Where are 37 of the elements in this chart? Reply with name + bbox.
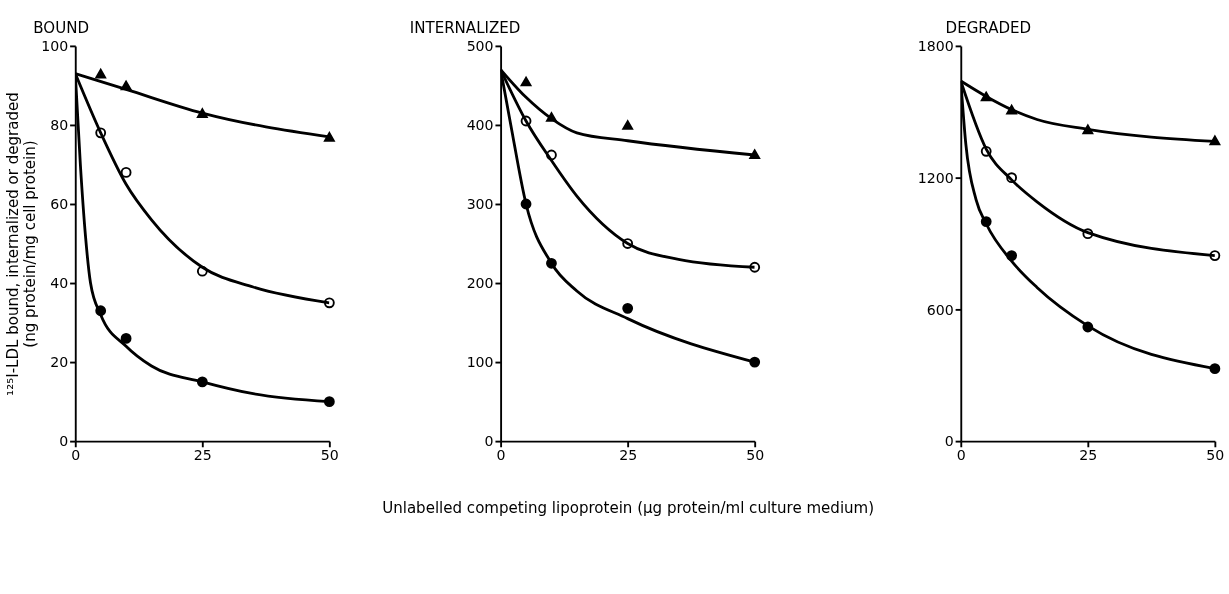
y-tick-label: 60 <box>50 196 69 213</box>
chart-title: DEGRADED <box>945 18 1032 37</box>
point <box>120 333 132 344</box>
y-tick-label: 1800 <box>917 38 954 55</box>
x-tick-label: 0 <box>496 447 506 464</box>
point <box>323 132 335 142</box>
x-axis-title: Unlabelled competing lipoprotein (µg protein/ml culture medium) <box>382 499 875 518</box>
y-tick-label: 40 <box>50 275 69 292</box>
point <box>622 120 634 130</box>
y-tick-label: 100 <box>41 38 69 55</box>
point <box>520 76 532 87</box>
y-tick-label: 100 <box>466 354 494 371</box>
x-tick-label: 25 <box>619 447 638 464</box>
x-tick-label: 25 <box>193 447 212 464</box>
x-tick-label: 0 <box>71 447 81 464</box>
y-tick-label: 500 <box>466 38 494 55</box>
y-tick-label: 0 <box>59 433 69 450</box>
y-tick-label: 600 <box>926 301 954 318</box>
point <box>95 68 107 79</box>
y-tick-label: 200 <box>466 275 494 292</box>
x-tick-label: 50 <box>320 447 339 464</box>
chart-title: INTERNALIZED <box>409 18 521 37</box>
x-tick-label: 50 <box>746 447 765 464</box>
y-tick-label: 1200 <box>917 169 954 186</box>
x-tick-label: 50 <box>1206 447 1225 464</box>
x-tick-label: 0 <box>956 447 966 464</box>
point <box>622 302 634 314</box>
x-tick-label: 25 <box>1079 447 1098 464</box>
y-tick-label: 20 <box>50 354 69 371</box>
y-tick-label: 80 <box>50 117 69 134</box>
y-tick-label: 0 <box>944 433 954 450</box>
point <box>120 167 132 178</box>
y-tick-label: 300 <box>466 196 494 213</box>
chart-title: BOUND <box>33 18 90 37</box>
y-tick-label: 0 <box>484 433 494 450</box>
y-tick-label: 400 <box>466 117 494 134</box>
y-axis-title: ¹²⁵I-LDL bound, internalized or degraded (ng protein/mg cell protein) <box>3 92 39 396</box>
